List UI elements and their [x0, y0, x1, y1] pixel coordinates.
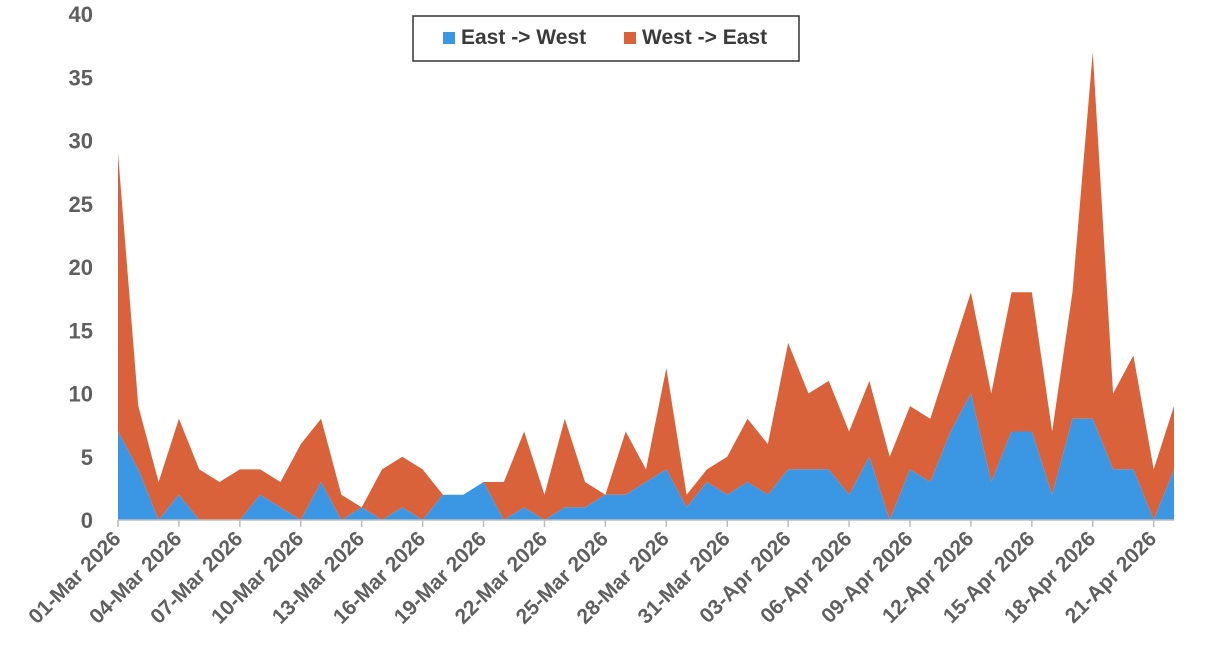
y-tick-label: 30 [69, 129, 93, 154]
legend-swatch-east-west [443, 32, 455, 44]
y-tick-label: 25 [69, 192, 93, 217]
y-tick-label: 20 [69, 255, 93, 280]
legend-swatch-west-east [624, 32, 636, 44]
y-tick-label: 5 [81, 445, 93, 470]
plot-areas [118, 51, 1174, 520]
y-tick-label: 35 [69, 65, 93, 90]
y-tick-label: 40 [69, 2, 93, 27]
y-axis-ticks: 0 5 10 15 20 25 30 35 40 [69, 2, 93, 533]
y-tick-label: 15 [69, 318, 93, 343]
legend-label-west-east: West -> East [642, 26, 767, 49]
legend-box [412, 15, 800, 62]
legend-label-east-west: East -> West [461, 26, 586, 49]
y-tick-label: 0 [81, 508, 93, 533]
area-series-east-west [118, 393, 1174, 520]
legend: East -> West West -> East [412, 15, 800, 62]
y-tick-label: 10 [69, 382, 93, 407]
